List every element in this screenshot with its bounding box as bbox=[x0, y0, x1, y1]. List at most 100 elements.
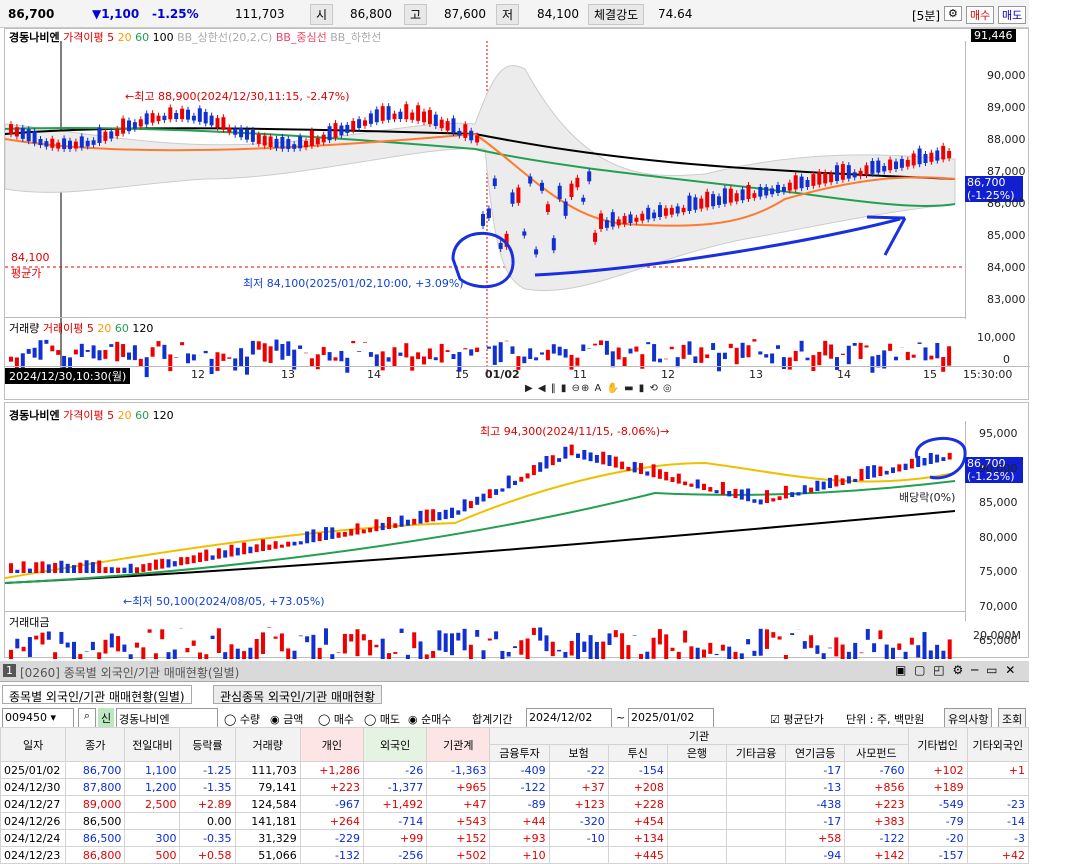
header-institution[interactable]: 기관계 bbox=[427, 728, 490, 762]
sell-button[interactable]: 매도 bbox=[998, 6, 1026, 24]
header-date[interactable]: 일자 bbox=[1, 728, 66, 762]
radio-buy[interactable]: ◯ 매수 bbox=[318, 708, 354, 728]
amount-bar bbox=[412, 632, 416, 648]
header-insurance[interactable]: 보험 bbox=[549, 745, 608, 762]
daily-candle bbox=[374, 519, 378, 531]
volume-bar bbox=[145, 357, 149, 377]
volume-title: 거래량 bbox=[9, 322, 39, 335]
daily-candle bbox=[721, 482, 725, 495]
amount-bar bbox=[866, 629, 870, 640]
volume-bar bbox=[351, 341, 355, 343]
daily-candle bbox=[368, 528, 372, 532]
daily-candle bbox=[160, 559, 164, 569]
table-cell: 025/01/02 bbox=[1, 762, 66, 779]
query-button[interactable]: 조회 bbox=[998, 708, 1026, 728]
time-axis-label: 13 bbox=[281, 368, 295, 381]
header-volume[interactable]: 거래량 bbox=[235, 728, 300, 762]
table-cell: -3 bbox=[967, 830, 1028, 847]
candle-body bbox=[345, 125, 349, 133]
daily-candle bbox=[15, 570, 19, 573]
volume-bar bbox=[239, 348, 243, 366]
candle-body bbox=[546, 204, 550, 212]
candle-body bbox=[39, 139, 43, 145]
daily-chart-svg[interactable] bbox=[5, 403, 1030, 659]
date-from-input[interactable]: 2024/12/02 bbox=[526, 708, 612, 728]
header-pension[interactable]: 연기금등 bbox=[786, 745, 845, 762]
buy-button[interactable]: 매수 bbox=[966, 6, 994, 24]
search-icon[interactable]: ⌕ bbox=[78, 708, 96, 728]
volume-bar bbox=[682, 345, 686, 359]
intraday-chart-svg[interactable] bbox=[5, 29, 1030, 401]
window-controls[interactable]: ▣ ▢ ◰ ⚙ ─ ▭ ✕ bbox=[895, 663, 1017, 677]
header-trust[interactable]: 투신 bbox=[608, 745, 667, 762]
header-rate[interactable]: 등락률 bbox=[180, 728, 235, 762]
daily-candle bbox=[41, 561, 45, 573]
settings-icon[interactable]: ⚙ bbox=[944, 6, 962, 21]
amount-bar bbox=[299, 636, 303, 637]
volume-bar bbox=[463, 348, 467, 349]
radio-quantity[interactable]: ◯ 수량 bbox=[224, 708, 260, 728]
amount-bar bbox=[66, 643, 70, 648]
table-cell bbox=[727, 779, 786, 796]
volume-bar bbox=[103, 350, 107, 359]
stock-name-field[interactable]: 경동나비엔 bbox=[116, 708, 218, 728]
header-individual[interactable]: 개인 bbox=[300, 728, 363, 762]
amount-bar bbox=[267, 627, 271, 628]
table-cell bbox=[727, 762, 786, 779]
table-cell: 86,500 bbox=[66, 813, 125, 830]
intraday-low-annotation: 최저 84,100(2025/01/02,10:00, +3.09%) bbox=[243, 275, 464, 291]
volume-bar bbox=[452, 354, 456, 359]
volume-bar bbox=[617, 348, 621, 360]
amount-bar bbox=[28, 637, 32, 657]
volume-bar bbox=[823, 341, 827, 356]
tab-daily[interactable]: 종목별 외국인/기관 매매현황(일별) bbox=[2, 685, 192, 704]
volume-bar bbox=[894, 357, 898, 361]
volume-bar bbox=[764, 354, 768, 357]
amount-bar bbox=[305, 636, 309, 642]
radio-amount[interactable]: ◉ 금액 bbox=[270, 708, 303, 728]
volume-bar bbox=[375, 354, 379, 367]
volume-bar bbox=[363, 342, 367, 343]
chart-scroll-controls[interactable]: ▶ ◀ ‖ ▮ ⊖⊕ A ✋ ▬ ▮ ⟲ ◎ bbox=[525, 383, 673, 394]
notice-button[interactable]: 유의사항 bbox=[944, 708, 992, 728]
tab-watchlist[interactable]: 관심종목 외국인/기관 매매현황 bbox=[213, 685, 382, 704]
radio-sell[interactable]: ◯ 매도 bbox=[364, 708, 400, 728]
amount-bar bbox=[847, 652, 851, 659]
amount-bar bbox=[790, 633, 794, 635]
volume-bar bbox=[328, 352, 332, 360]
radio-net-buy[interactable]: ◉ 순매수 bbox=[408, 708, 451, 728]
header-other-foreign[interactable]: 기타외국인 bbox=[967, 728, 1028, 762]
header-close[interactable]: 종가 bbox=[66, 728, 125, 762]
header-bank[interactable]: 은행 bbox=[667, 745, 726, 762]
header-other-fin[interactable]: 기타금융 bbox=[727, 745, 786, 762]
stock-code-input[interactable]: 009450 ▾ bbox=[2, 708, 74, 728]
candle-body bbox=[180, 109, 184, 119]
header-private-fund[interactable]: 사모펀드 bbox=[845, 745, 908, 762]
interval-selector[interactable]: [5분] bbox=[912, 7, 940, 24]
date-to-input[interactable]: 2025/01/02 bbox=[628, 708, 714, 728]
daily-candle bbox=[488, 489, 492, 498]
table-cell: -157 bbox=[908, 847, 967, 864]
daily-price-tick: 65,000 bbox=[979, 634, 1018, 647]
header-fin-invest[interactable]: 금융투자 bbox=[490, 745, 549, 762]
header-foreign[interactable]: 외국인 bbox=[364, 728, 427, 762]
candle-body bbox=[304, 141, 308, 147]
header-other-corp[interactable]: 기타법인 bbox=[908, 728, 967, 762]
header-change[interactable]: 전일대비 bbox=[125, 728, 180, 762]
amount-bar bbox=[192, 641, 196, 646]
avg-price-checkbox[interactable]: ☑ 평균단가 bbox=[770, 708, 824, 728]
candle-body bbox=[257, 134, 261, 144]
volume-bar bbox=[564, 349, 568, 357]
amount-bar bbox=[923, 632, 927, 659]
amount-bar bbox=[198, 652, 202, 659]
amount-bar bbox=[746, 639, 750, 644]
candle-body bbox=[139, 119, 143, 126]
daily-candle bbox=[557, 458, 561, 462]
volume-bar bbox=[74, 350, 78, 355]
